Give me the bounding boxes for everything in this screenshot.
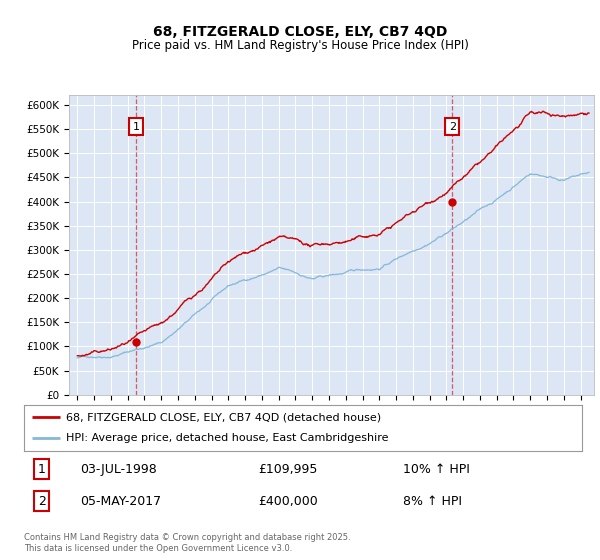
Text: HPI: Average price, detached house, East Cambridgeshire: HPI: Average price, detached house, East…	[66, 433, 388, 444]
Text: 2: 2	[449, 122, 456, 132]
Text: £400,000: £400,000	[259, 495, 318, 508]
Text: 10% ↑ HPI: 10% ↑ HPI	[403, 463, 470, 475]
Text: Contains HM Land Registry data © Crown copyright and database right 2025.
This d: Contains HM Land Registry data © Crown c…	[24, 533, 350, 553]
Text: 68, FITZGERALD CLOSE, ELY, CB7 4QD (detached house): 68, FITZGERALD CLOSE, ELY, CB7 4QD (deta…	[66, 412, 381, 422]
Text: 68, FITZGERALD CLOSE, ELY, CB7 4QD: 68, FITZGERALD CLOSE, ELY, CB7 4QD	[153, 25, 447, 39]
Text: Price paid vs. HM Land Registry's House Price Index (HPI): Price paid vs. HM Land Registry's House …	[131, 39, 469, 52]
Text: 05-MAY-2017: 05-MAY-2017	[80, 495, 161, 508]
Text: 1: 1	[133, 122, 140, 132]
Text: 8% ↑ HPI: 8% ↑ HPI	[403, 495, 463, 508]
Text: 1: 1	[38, 463, 46, 475]
Text: £109,995: £109,995	[259, 463, 318, 475]
Text: 03-JUL-1998: 03-JUL-1998	[80, 463, 157, 475]
Text: 2: 2	[38, 495, 46, 508]
